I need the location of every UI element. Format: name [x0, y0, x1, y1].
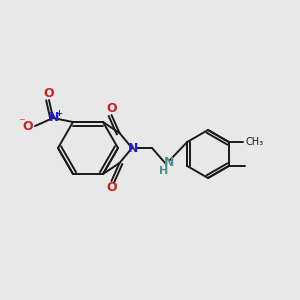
Text: CH₃: CH₃ [246, 137, 264, 147]
Text: +: + [56, 109, 62, 118]
Text: N: N [128, 142, 138, 154]
Text: O: O [23, 119, 33, 133]
Text: ⁻: ⁻ [18, 116, 24, 130]
Text: N: N [164, 155, 174, 169]
Text: N: N [49, 110, 59, 124]
Text: O: O [106, 182, 117, 194]
Text: O: O [106, 101, 117, 115]
Text: H: H [159, 166, 169, 176]
Text: O: O [44, 86, 54, 100]
